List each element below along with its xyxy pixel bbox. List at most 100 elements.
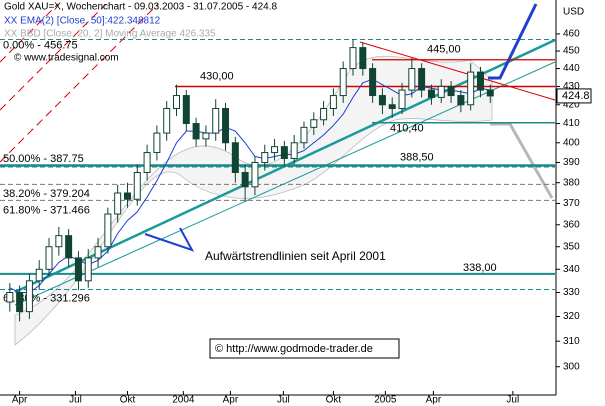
candle-body bbox=[35, 268, 43, 282]
candle-body bbox=[486, 89, 494, 97]
candle-body bbox=[55, 235, 63, 248]
candle-body bbox=[16, 292, 24, 313]
candle-body bbox=[123, 192, 131, 200]
subtitle: XX EMA(2) [Close, 50]:422.348812 bbox=[4, 16, 161, 27]
channel-line bbox=[0, 3, 107, 111]
x-tick-label: 2004 bbox=[172, 395, 195, 406]
y-tick-label: 440 bbox=[563, 63, 580, 74]
candle-body bbox=[349, 47, 357, 70]
candle-body bbox=[310, 119, 318, 128]
candle-body bbox=[271, 146, 279, 154]
candle-body bbox=[437, 85, 445, 98]
candle-body bbox=[65, 235, 73, 259]
candle-body bbox=[6, 292, 14, 303]
copyright-box bbox=[209, 338, 400, 359]
candle-body bbox=[182, 95, 190, 125]
candle-body bbox=[222, 107, 230, 144]
resistance-line bbox=[359, 41, 556, 101]
y-tick-label: 380 bbox=[563, 177, 580, 188]
candle-body bbox=[94, 246, 102, 259]
channel-line bbox=[0, 3, 59, 63]
x-tick-label: Apr bbox=[12, 395, 28, 406]
candle-body bbox=[329, 95, 337, 109]
level-label: 50.00% - 387.75 bbox=[3, 153, 84, 165]
channel-line bbox=[0, 3, 159, 163]
trend-line bbox=[14, 61, 556, 306]
candle-body bbox=[427, 89, 435, 98]
level-label: 61.80% - 371.466 bbox=[3, 204, 90, 216]
candle-body bbox=[408, 68, 416, 91]
candle-body bbox=[476, 71, 484, 91]
candle-body bbox=[231, 142, 239, 174]
candle-body bbox=[74, 257, 82, 282]
x-tick-label: Okt bbox=[326, 395, 342, 406]
candle-body bbox=[398, 89, 406, 109]
x-tick-label: Apr bbox=[426, 395, 442, 406]
y-tick-label: 410 bbox=[563, 118, 580, 129]
level-label: 430,00 bbox=[200, 70, 234, 82]
candle-body bbox=[114, 192, 122, 215]
y-tick-label: 390 bbox=[563, 157, 580, 168]
y-tick-label: 360 bbox=[563, 219, 580, 230]
candle-body bbox=[290, 142, 298, 159]
source: © www.tradesignal.com bbox=[14, 53, 119, 64]
last-price-box bbox=[556, 88, 592, 104]
last-price-label: 424.8 bbox=[562, 90, 590, 102]
y-tick-label: 430 bbox=[563, 81, 580, 92]
candle-body bbox=[378, 95, 386, 106]
candle-body bbox=[143, 152, 151, 174]
candle-body bbox=[84, 257, 92, 282]
candle-body bbox=[202, 132, 210, 140]
candle-body bbox=[447, 85, 455, 97]
candle-body bbox=[280, 146, 288, 159]
chart-title: Gold XAU=X, Wochenchart - 09.03.2003 - 3… bbox=[4, 2, 277, 13]
x-tick-label: Apr bbox=[223, 395, 239, 406]
level-label: 0.00% - 456.75 bbox=[3, 39, 78, 51]
y-tick-label: 370 bbox=[563, 198, 580, 209]
level-label: 445,00 bbox=[427, 44, 461, 56]
y-axis-label: USD bbox=[563, 7, 584, 18]
candle-body bbox=[173, 95, 181, 109]
x-tick-label: Jul bbox=[277, 395, 290, 406]
candle-body bbox=[467, 71, 475, 106]
candle-body bbox=[320, 107, 328, 121]
candle-body bbox=[212, 107, 220, 134]
candle-body bbox=[25, 280, 33, 313]
projection-down bbox=[490, 122, 554, 199]
level-label: 61.80% - 331.296 bbox=[3, 292, 90, 304]
candle-body bbox=[163, 107, 171, 134]
candle-body bbox=[457, 95, 465, 106]
level-label: 410,40 bbox=[390, 123, 424, 135]
decorations bbox=[0, 3, 556, 359]
candle-body bbox=[359, 47, 367, 70]
pointer bbox=[144, 227, 195, 252]
y-tick-label: 420 bbox=[563, 99, 580, 110]
level-label: 388,50 bbox=[400, 151, 434, 163]
y-tick-label: 300 bbox=[563, 361, 580, 372]
candle-body bbox=[133, 172, 141, 200]
x-tick-label: Jul bbox=[69, 395, 82, 406]
y-tick-label: 460 bbox=[563, 29, 580, 40]
y-tick-label: 330 bbox=[563, 287, 580, 298]
y-tick-label: 310 bbox=[563, 336, 580, 347]
candle-body bbox=[339, 68, 347, 97]
projection-up bbox=[488, 3, 538, 80]
x-tick-label: Jul bbox=[506, 395, 519, 406]
level-label: 338,00 bbox=[463, 262, 497, 274]
y-tick-label: 400 bbox=[563, 137, 580, 148]
candle-body bbox=[261, 152, 269, 163]
y-tick-label: 350 bbox=[563, 241, 580, 252]
y-tick-label: 340 bbox=[563, 264, 580, 275]
candle-body bbox=[241, 172, 249, 188]
y-tick-label: 450 bbox=[563, 46, 580, 57]
indicator-label: XX BBD [Close, 20, 2] Moving Average 426… bbox=[4, 29, 216, 40]
candle-body bbox=[300, 126, 308, 144]
level-label: 38.20% - 379.204 bbox=[3, 188, 90, 200]
y-tick-label: 320 bbox=[563, 311, 580, 322]
candle-body bbox=[153, 132, 161, 154]
candle-body bbox=[369, 68, 377, 97]
candle-body bbox=[192, 123, 200, 140]
copyright: © http://www.godmode-trader.de bbox=[215, 343, 373, 355]
candle-body bbox=[45, 246, 53, 270]
